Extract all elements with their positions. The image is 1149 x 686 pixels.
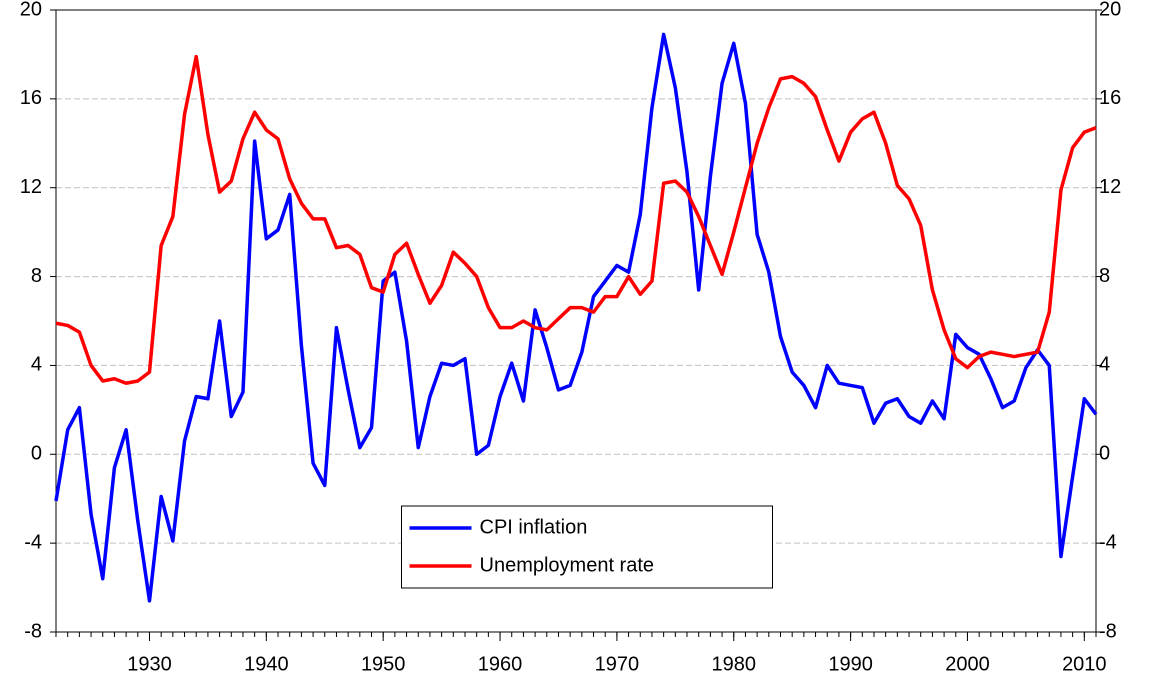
y-tick-label: -4	[24, 531, 42, 553]
x-tick-label: 2010	[1062, 653, 1107, 675]
y2-tick-label: 16	[1099, 87, 1121, 109]
y2-tick-label: 8	[1099, 265, 1110, 287]
x-tick-label: 1940	[244, 653, 289, 675]
x-tick-label: 1950	[361, 653, 406, 675]
y-tick-label: 8	[31, 265, 42, 287]
y-tick-label: 4	[31, 354, 42, 376]
legend-box	[401, 505, 773, 589]
x-tick-label: 1990	[828, 653, 873, 675]
plot-frame	[55, 9, 1097, 633]
series-line	[54, 32, 1098, 603]
y2-tick-label: -8	[1099, 620, 1117, 642]
y-tick-label: -8	[24, 620, 42, 642]
legend: CPI inflation Unemployment rate	[401, 505, 773, 589]
x-tick-label: 1970	[595, 653, 640, 675]
x-tick-label: 1930	[127, 653, 172, 675]
legend-label: Unemployment rate	[480, 554, 655, 576]
x-tick-label: 2000	[945, 653, 990, 675]
y2-tick-label: 4	[1099, 354, 1110, 376]
y-tick-label: 16	[20, 87, 42, 109]
y-tick-label: 0	[31, 443, 42, 465]
y2-tick-label: -4	[1099, 531, 1117, 553]
x-tick-label: 1980	[712, 653, 757, 675]
y2-tick-label: 0	[1099, 443, 1110, 465]
x-tick-label: 1960	[478, 653, 523, 675]
y2-tick-label: 12	[1099, 176, 1121, 198]
y2-tick-label: 20	[1099, 0, 1121, 20]
legend-label: CPI inflation	[480, 516, 588, 538]
series-line	[55, 54, 1097, 385]
y-tick-label: 12	[20, 176, 42, 198]
y-tick-label: 20	[20, 0, 42, 20]
